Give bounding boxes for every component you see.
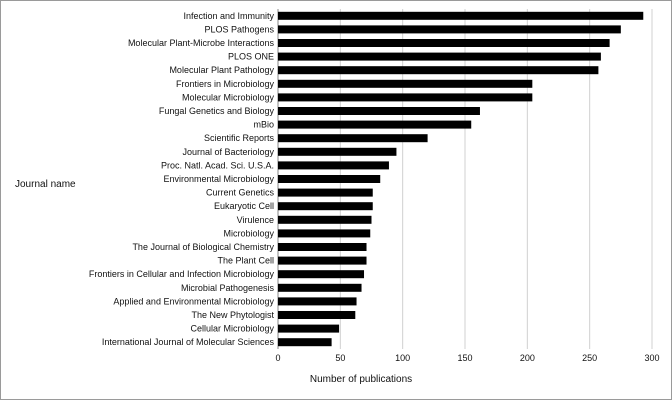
category-label: mBio [253, 120, 274, 130]
category-label: Journal of Bacteriology [182, 147, 274, 157]
category-label: Scientific Reports [204, 133, 275, 143]
bar [278, 93, 533, 102]
bar [278, 311, 356, 319]
bar [278, 338, 332, 347]
x-tick-label: 150 [457, 353, 472, 363]
category-label: Molecular Microbiology [182, 92, 275, 102]
category-label: PLOS ONE [228, 52, 274, 62]
bar [278, 79, 533, 88]
x-tick-label: 300 [644, 353, 659, 363]
x-tick-label: 200 [520, 353, 535, 363]
bar [278, 324, 340, 333]
bar [278, 175, 381, 183]
category-label: Proc. Natl. Acad. Sci. U.S.A. [161, 160, 274, 170]
gridlines [277, 9, 653, 349]
category-labels: Infection and Immunity PLOS Pathogens Mole… [89, 11, 275, 347]
category-label: Applied and Environmental Microbiology [113, 296, 274, 306]
category-label: Microbiology [223, 228, 274, 238]
category-label: Current Genetics [206, 188, 275, 198]
category-label: PLOS Pathogens [204, 24, 274, 34]
bar [278, 134, 428, 143]
bar [278, 25, 621, 34]
category-label: Frontiers in Microbiology [176, 79, 275, 89]
x-tick-label: 250 [582, 353, 597, 363]
category-label: Microbial Pathogenesis [181, 283, 275, 293]
x-tick-label: 50 [335, 353, 345, 363]
category-label: Environmental Microbiology [163, 174, 274, 184]
bars [278, 11, 644, 347]
category-label: Molecular Plant-Microbe Interactions [128, 38, 275, 48]
bar [278, 147, 397, 156]
category-label: Frontiers in Cellular and Infection Micr… [89, 269, 275, 279]
bar [278, 215, 372, 224]
x-tick-label: 100 [395, 353, 410, 363]
y-axis-title: Journal name [15, 179, 76, 190]
bar [278, 120, 472, 129]
bar [278, 52, 601, 61]
x-tick-labels: 0 50 100 150 200 250 300 [275, 353, 659, 363]
bar [278, 283, 362, 292]
bar [278, 39, 610, 47]
bar [278, 11, 644, 20]
bar [278, 188, 373, 197]
category-label: International Journal of Molecular Scien… [102, 337, 275, 347]
x-tick-label: 0 [275, 353, 280, 363]
category-label: Fungal Genetics and Biology [159, 106, 275, 116]
bar [278, 243, 367, 251]
bar [278, 107, 480, 115]
category-label: Cellular Microbiology [190, 324, 274, 334]
category-label: Molecular Plant Pathology [169, 65, 274, 75]
bar [278, 270, 365, 279]
bar [278, 202, 373, 211]
category-label: The Journal of Biological Chemistry [132, 242, 274, 252]
category-label: Eukaryotic Cell [214, 201, 274, 211]
bar [278, 229, 371, 238]
bar [278, 66, 599, 75]
category-label: Infection and Immunity [183, 11, 274, 21]
category-label: Virulence [237, 215, 274, 225]
category-label: The New Phytologist [191, 310, 274, 320]
category-label: The Plant Cell [217, 256, 274, 266]
x-axis-title: Number of publications [310, 374, 412, 385]
bar [278, 161, 389, 170]
bar [278, 256, 367, 265]
bar [278, 297, 357, 306]
